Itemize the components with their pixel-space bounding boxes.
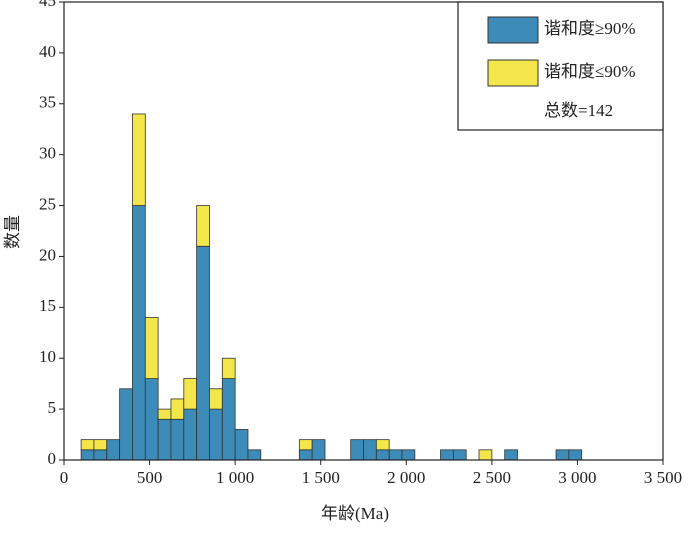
bar	[132, 113, 146, 206]
legend-swatch	[487, 16, 539, 44]
x-tick-label: 1 000	[216, 468, 254, 487]
y-tick-label: 0	[48, 449, 57, 468]
bar	[298, 439, 313, 451]
x-tick-label: 3 000	[558, 468, 596, 487]
legend-label: 谐和度≥90%	[544, 19, 636, 38]
x-tick-label: 1 500	[302, 468, 340, 487]
y-tick-label: 25	[39, 194, 56, 213]
bar	[234, 429, 249, 461]
y-tick-label: 20	[39, 245, 56, 264]
bar	[119, 388, 133, 461]
plot-frame	[63, 1, 664, 461]
bar	[363, 439, 377, 461]
bar	[209, 408, 223, 461]
y-tick-label: 15	[39, 296, 56, 315]
bar	[375, 439, 390, 451]
y-tick-label: 35	[39, 93, 56, 112]
bar	[157, 418, 172, 461]
bar	[144, 317, 159, 379]
bar	[221, 357, 236, 379]
bar	[375, 449, 390, 461]
x-tick-label: 500	[137, 468, 163, 487]
bar	[170, 398, 185, 420]
x-tick-label: 2 500	[473, 468, 511, 487]
y-tick-label: 30	[39, 144, 56, 163]
y-tick-label: 40	[39, 42, 56, 61]
bar	[80, 439, 95, 451]
bar	[350, 439, 364, 461]
bar	[221, 378, 236, 461]
y-tick-label: 5	[48, 398, 57, 417]
bar	[478, 449, 493, 461]
x-tick-label: 2 000	[387, 468, 425, 487]
bar	[401, 449, 416, 461]
bar	[93, 439, 108, 451]
bar	[568, 449, 583, 461]
bar	[247, 449, 262, 461]
bar	[144, 378, 159, 461]
bar	[388, 449, 403, 461]
bar	[196, 205, 210, 247]
bar	[555, 449, 570, 461]
bar	[209, 388, 223, 410]
bar	[157, 408, 172, 420]
bar	[298, 449, 313, 461]
x-axis-label: 年龄(Ma)	[321, 504, 389, 523]
bar	[440, 449, 454, 461]
bar	[93, 449, 108, 461]
bar	[170, 418, 185, 461]
legend-swatch	[487, 59, 539, 87]
bar	[196, 245, 210, 461]
bar	[183, 378, 198, 410]
bar	[106, 439, 121, 461]
x-tick-label: 3 500	[644, 468, 682, 487]
bar	[452, 449, 467, 461]
bar	[183, 408, 198, 461]
legend-label: 谐和度≤90%	[544, 62, 636, 81]
annotation: 总数=142	[544, 101, 613, 120]
y-tick-label: 45	[39, 0, 56, 10]
y-axis-label: 数量	[3, 215, 22, 249]
x-tick-label: 0	[60, 468, 69, 487]
bar	[80, 449, 95, 461]
bar	[504, 449, 518, 461]
bar	[311, 439, 326, 461]
y-tick-label: 10	[39, 347, 56, 366]
bar	[132, 205, 146, 461]
